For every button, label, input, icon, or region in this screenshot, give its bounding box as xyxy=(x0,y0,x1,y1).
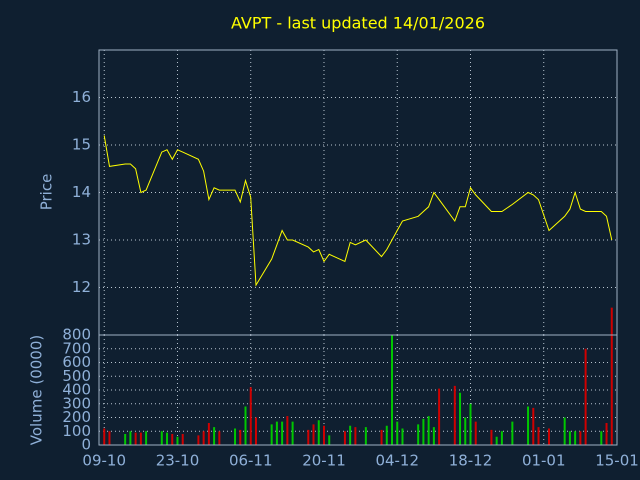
volume-bar xyxy=(427,416,430,445)
volume-tick-label: 800 xyxy=(62,326,91,344)
volume-bar xyxy=(474,421,477,445)
volume-bar xyxy=(537,427,540,445)
volume-bar xyxy=(207,423,210,445)
volume-tick-label: 600 xyxy=(62,353,91,371)
x-tick-label: 20-11 xyxy=(302,452,346,470)
volume-bar xyxy=(197,435,200,445)
volume-bar xyxy=(234,428,237,445)
volume-bar xyxy=(568,431,571,445)
volume-bar xyxy=(176,436,179,445)
volume-bar xyxy=(563,417,566,445)
volume-frame xyxy=(98,334,618,446)
volume-bar xyxy=(108,431,111,445)
x-tick-label: 15-01 xyxy=(595,452,639,470)
volume-bar xyxy=(453,385,456,445)
volume-tick-label: 100 xyxy=(62,422,91,440)
volume-bar xyxy=(579,431,582,445)
volume-bar xyxy=(610,307,613,445)
volume-bar xyxy=(270,424,273,445)
volume-bar xyxy=(166,432,169,445)
volume-bar xyxy=(343,431,346,445)
volume-bar xyxy=(312,424,315,445)
volume-bar xyxy=(349,425,352,445)
volume-bar xyxy=(354,427,357,445)
volume-bar xyxy=(307,429,310,445)
volume-bar xyxy=(275,421,278,445)
volume-bar xyxy=(422,418,425,445)
volume-bar xyxy=(145,431,148,445)
x-tick-label: 18-12 xyxy=(449,452,493,470)
volume-bar xyxy=(124,434,127,445)
volume-bar xyxy=(171,434,174,445)
volume-bar xyxy=(532,407,535,445)
volume-bar xyxy=(160,431,163,445)
volume-bar xyxy=(495,436,498,445)
volume-bar xyxy=(286,416,289,445)
volume-bar xyxy=(239,429,242,445)
volume-bar xyxy=(322,425,325,445)
volume-bar xyxy=(432,427,435,445)
volume-bar xyxy=(218,431,221,445)
volume-bar xyxy=(139,432,142,445)
volume-bar xyxy=(511,421,514,445)
volume-bar xyxy=(500,431,503,445)
volume-bar xyxy=(328,435,331,445)
volume-bar xyxy=(584,348,587,445)
y-tick-label: 14 xyxy=(72,183,91,201)
x-tick-label: 06-11 xyxy=(229,452,273,470)
volume-bar xyxy=(600,431,603,445)
volume-bar xyxy=(244,406,247,445)
x-tick-label: 01-01 xyxy=(522,452,566,470)
volume-bar xyxy=(490,429,493,445)
x-tick-label: 09-10 xyxy=(82,452,126,470)
volume-bar xyxy=(385,425,388,445)
volume-bar xyxy=(202,431,205,445)
volume-bar xyxy=(213,427,216,445)
volume-bar xyxy=(401,428,404,445)
y-tick-label: 16 xyxy=(72,88,91,106)
x-tick-label: 04-12 xyxy=(375,452,419,470)
volume-bar xyxy=(464,417,467,445)
volume-axis-label: Volume (0000) xyxy=(28,335,46,445)
y-tick-label: 13 xyxy=(72,231,91,249)
volume-bar xyxy=(396,421,399,445)
volume-bar xyxy=(391,335,394,445)
volume-bar xyxy=(469,403,472,445)
volume-bar xyxy=(317,420,320,445)
volume-bar xyxy=(291,421,294,445)
chart-title: AVPT - last updated 14/01/2026 xyxy=(231,14,485,33)
volume-bar xyxy=(605,423,608,445)
x-tick-label: 23-10 xyxy=(156,452,200,470)
volume-tick-label: 300 xyxy=(62,394,91,412)
volume-bar xyxy=(129,431,132,445)
volume-bar xyxy=(181,434,184,445)
volume-bar xyxy=(459,392,462,445)
price-line xyxy=(103,135,613,287)
volume-bar xyxy=(281,421,284,445)
price-axis-label: Price xyxy=(38,174,56,211)
volume-bar xyxy=(547,428,550,445)
volume-bar xyxy=(254,417,257,445)
volume-bar xyxy=(417,424,420,445)
volume-bar xyxy=(438,388,441,445)
y-tick-label: 15 xyxy=(72,136,91,154)
volume-tick-label: 400 xyxy=(62,381,91,399)
volume-bar xyxy=(380,429,383,445)
volume-bar xyxy=(364,427,367,445)
y-tick-label: 12 xyxy=(72,278,91,296)
volume-tick-label: 200 xyxy=(62,408,91,426)
volume-tick-label: 700 xyxy=(62,339,91,357)
volume-tick-label: 500 xyxy=(62,367,91,385)
volume-tick-label: 0 xyxy=(81,436,91,454)
volume-bar xyxy=(249,387,252,445)
volume-bar xyxy=(574,431,577,445)
volume-bar xyxy=(134,432,137,445)
volume-bar xyxy=(103,428,106,445)
volume-bar xyxy=(527,406,530,445)
